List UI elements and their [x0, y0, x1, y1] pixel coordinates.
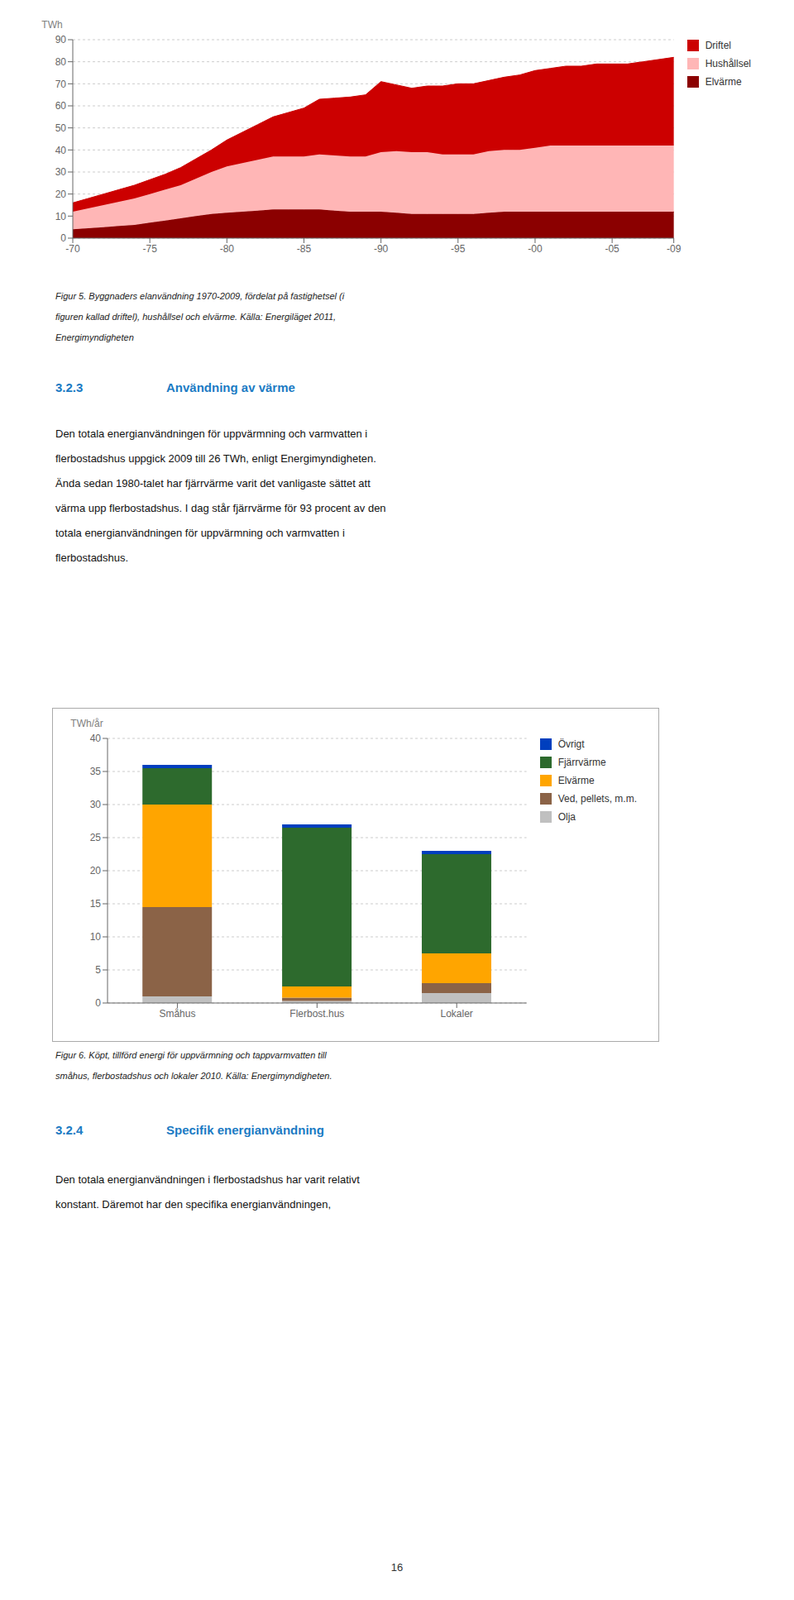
svg-text:0: 0 [95, 997, 101, 1010]
html-text:Den totala energianvändningen: Den totala energianvändningen för uppvär… [55, 427, 368, 441]
html-text:3.2.4: 3.2.4 [55, 1123, 84, 1138]
html-text:Specifik energianvändning: Specifik energianvändning [166, 1123, 325, 1138]
html-text:Figur 5. Byggnaders elanvändni: Figur 5. Byggnaders elanvändning 1970-20… [55, 291, 345, 302]
svg-text:TWh/år: TWh/år [70, 717, 103, 730]
svg-text:60: 60 [55, 100, 67, 112]
html-text:Den totala energianvändningen: Den totala energianvändningen i flerbost… [55, 1173, 360, 1187]
svg-text:10: 10 [90, 931, 102, 943]
svg-text:20: 20 [55, 188, 67, 201]
svg-text:35: 35 [90, 765, 102, 778]
svg-text:-90: -90 [373, 243, 389, 255]
html-text:Elvärme: Elvärme [705, 76, 742, 88]
svg-text:90: 90 [55, 33, 67, 46]
svg-text:Småhus: Småhus [158, 1008, 196, 1020]
svg-text:-09: -09 [666, 243, 682, 255]
svg-text:TWh: TWh [41, 19, 63, 31]
html-text:16: 16 [391, 1561, 403, 1574]
html-text:Elvärme: Elvärme [557, 774, 595, 787]
svg-text:5: 5 [95, 964, 101, 976]
html-text:Figur 6. Köpt, tillförd energi: Figur 6. Köpt, tillförd energi för uppvä… [55, 1050, 327, 1061]
svg-text:50: 50 [55, 122, 67, 134]
svg-text:10: 10 [55, 210, 67, 223]
svg-text:Lokaler: Lokaler [440, 1008, 474, 1020]
svg-text:-80: -80 [220, 243, 235, 255]
html-text:Övrigt: Övrigt [557, 738, 585, 751]
html-text:flerbostadshus uppgick 2009 ti: flerbostadshus uppgick 2009 till 26 TWh,… [55, 452, 377, 465]
svg-text:80: 80 [55, 56, 67, 68]
svg-text:40: 40 [90, 732, 102, 745]
svg-text:-75: -75 [142, 243, 158, 255]
svg-text:-70: -70 [65, 243, 81, 255]
svg-text:-95: -95 [450, 243, 466, 255]
svg-text:Flerbost.hus: Flerbost.hus [289, 1008, 345, 1020]
svg-text:-05: -05 [604, 243, 620, 255]
svg-text:15: 15 [90, 898, 102, 910]
html-text:Ända sedan 1980-talet har fjär: Ända sedan 1980-talet har fjärrvärme var… [55, 477, 371, 490]
html-text:Driftel: Driftel [705, 39, 732, 52]
html-text:flerbostadshus.: flerbostadshus. [55, 551, 129, 565]
svg-text:30: 30 [90, 798, 102, 811]
svg-text:70: 70 [55, 78, 67, 91]
html-text:konstant. Däremot har den spec: konstant. Däremot har den specifika ener… [55, 1198, 331, 1211]
html-text:Olja: Olja [557, 811, 576, 823]
html-text:Ved, pellets, m.m.: Ved, pellets, m.m. [557, 793, 637, 805]
svg-text:-00: -00 [527, 243, 543, 255]
svg-text:25: 25 [90, 832, 102, 844]
html-text:figuren kallad driftel), hushå: figuren kallad driftel), hushållsel och … [55, 311, 336, 322]
html-text:Fjärrvärme: Fjärrvärme [557, 756, 606, 769]
svg-text:0: 0 [60, 232, 67, 244]
html-text:värma upp flerbostadshus. I da: värma upp flerbostadshus. I dag står fjä… [55, 502, 386, 515]
html-text:Hushållsel: Hushållsel [705, 57, 751, 70]
svg-text:30: 30 [55, 166, 67, 178]
svg-text:20: 20 [90, 865, 102, 877]
svg-text:-85: -85 [296, 243, 312, 255]
svg-text:40: 40 [55, 144, 67, 157]
html-text:småhus, flerbostadshus och lok: småhus, flerbostadshus och lokaler 2010.… [55, 1071, 333, 1081]
html-text:Energimyndigheten: Energimyndigheten [55, 332, 134, 343]
html-text:Användning av värme: Användning av värme [166, 380, 296, 395]
html-text:3.2.3: 3.2.3 [55, 380, 84, 395]
html-text:totala energianvändningen för: totala energianvändningen för uppvärmnin… [55, 526, 345, 540]
